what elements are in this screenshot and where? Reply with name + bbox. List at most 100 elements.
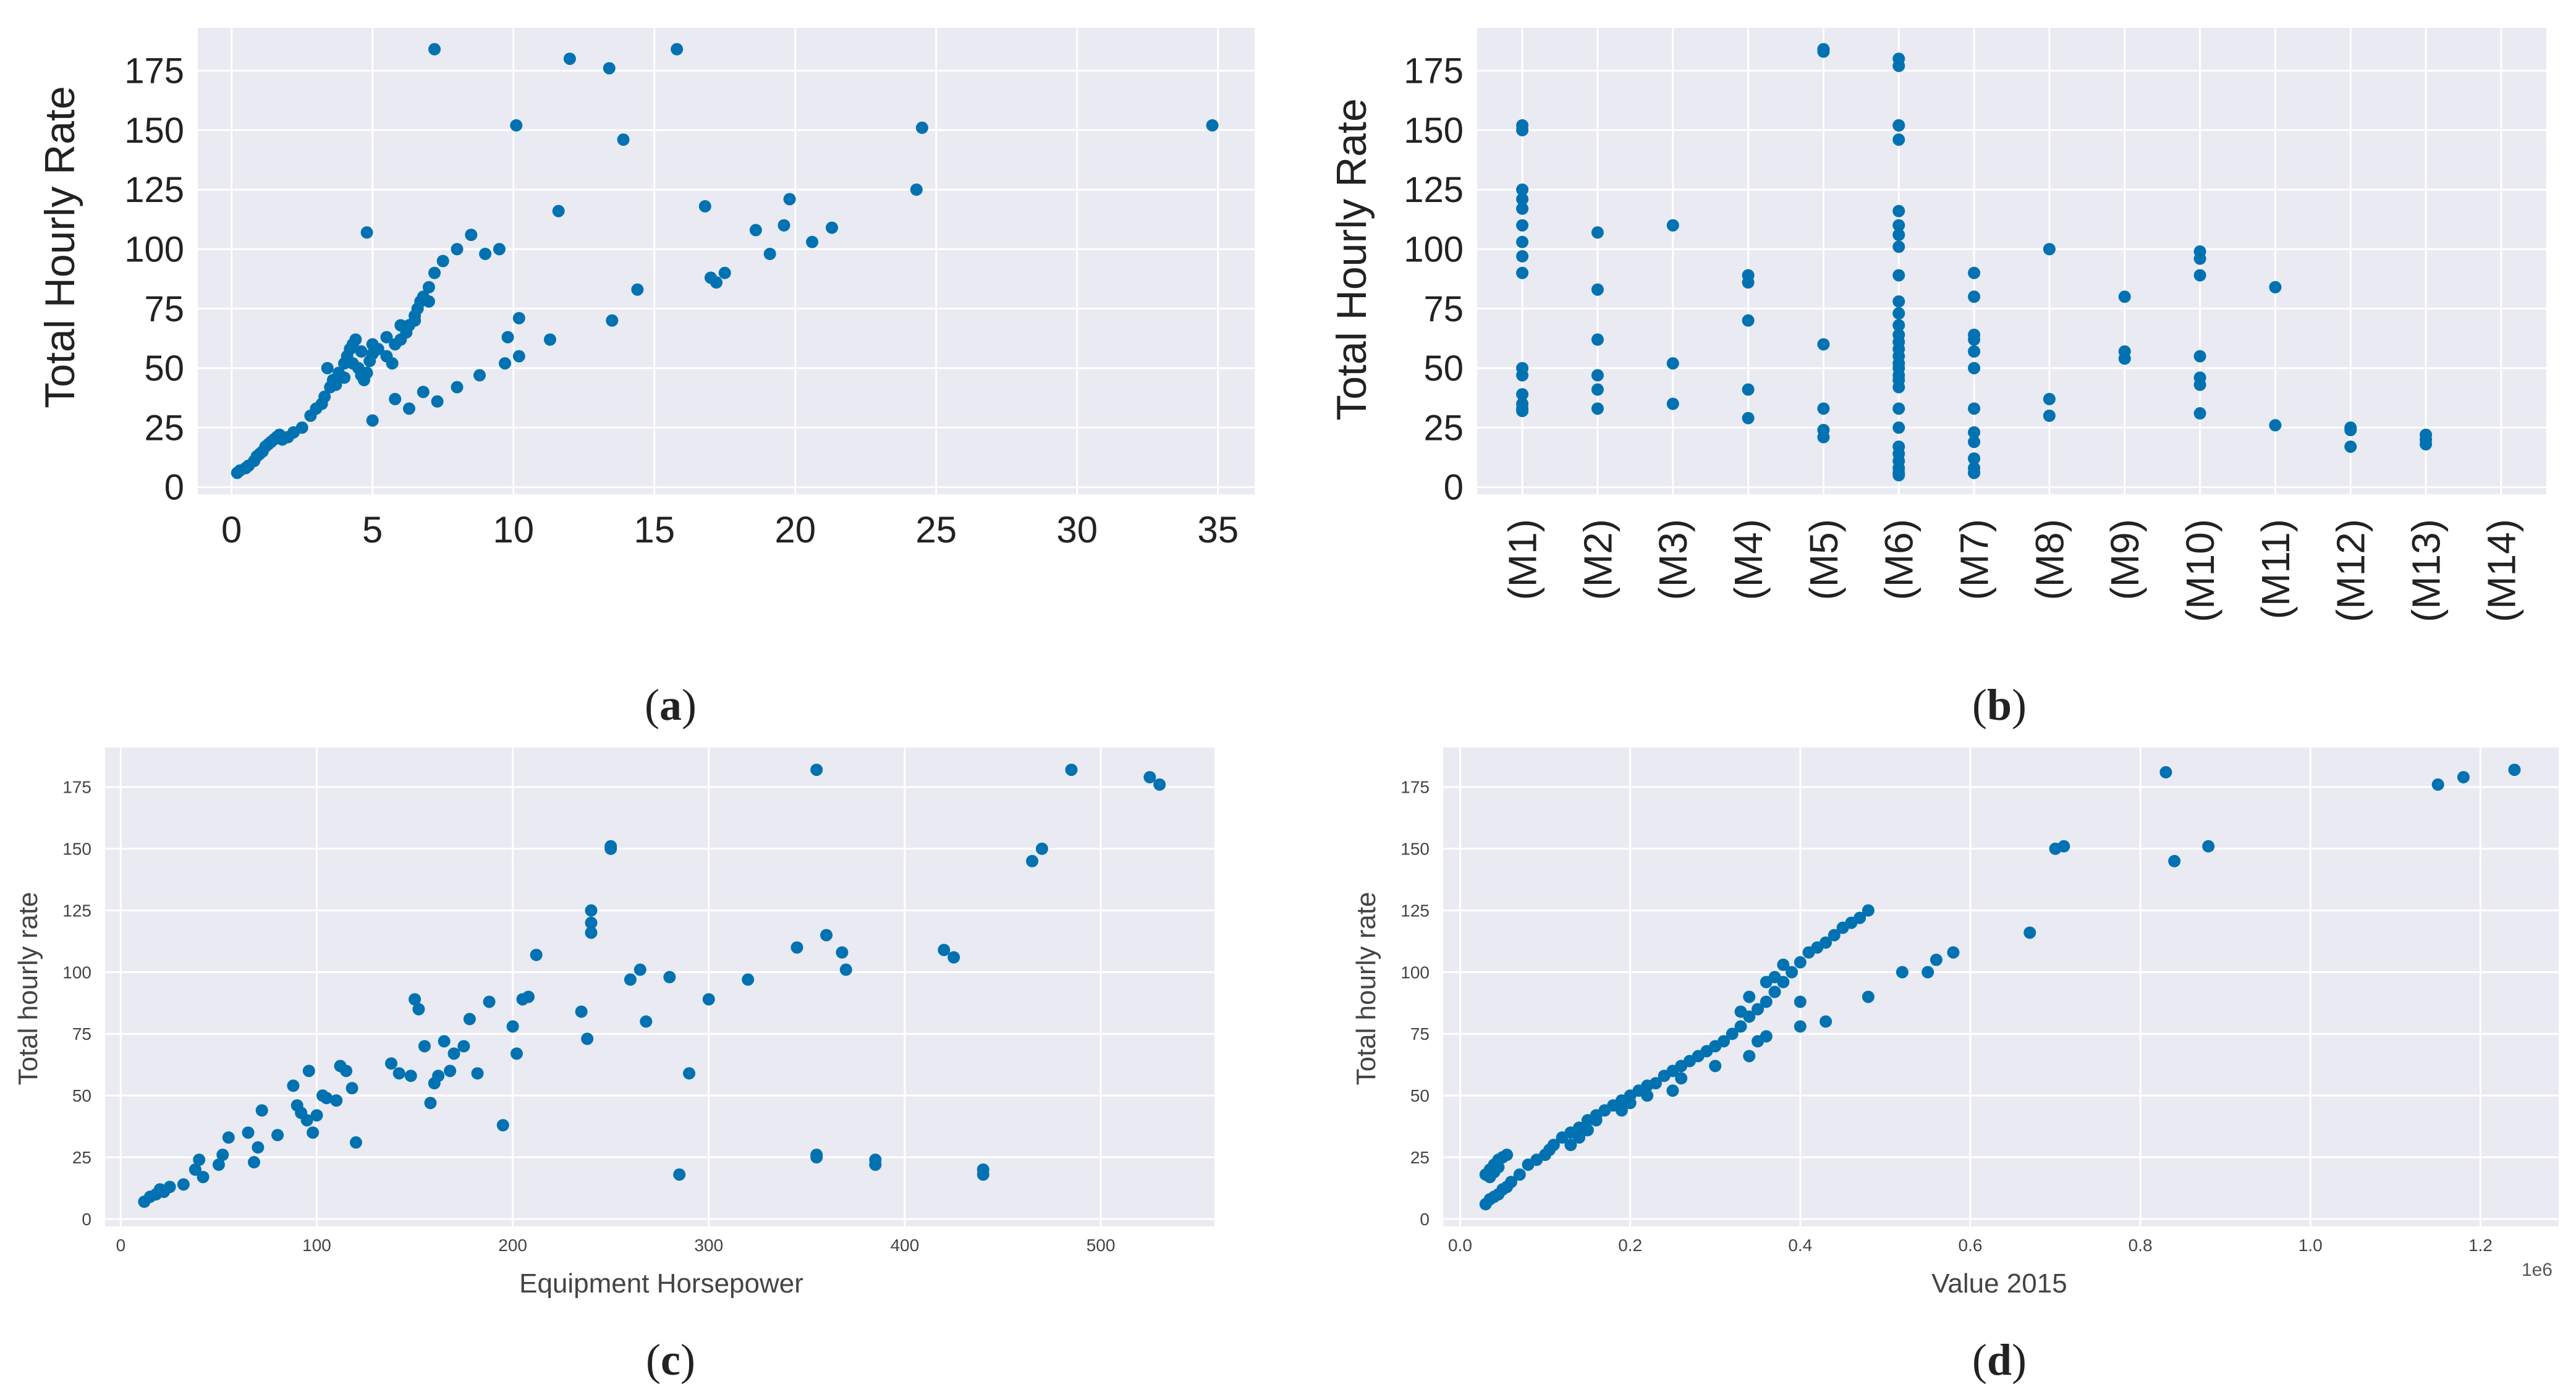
x-tick-labels-d: 0.0 0.2 0.4 0.6 0.8 1.0 1.2 — [1448, 1236, 2493, 1255]
x-tick-labels-a: 0 5 10 15 20 25 30 35 — [221, 509, 1239, 550]
data-point — [163, 1181, 176, 1194]
y-tick-label: 25 — [72, 1148, 91, 1167]
x-category-label: (M3) — [1651, 519, 1695, 601]
data-point — [1968, 290, 1981, 303]
x-category-label: (M4) — [1726, 519, 1771, 601]
x-tick-label: 15 — [633, 509, 675, 550]
data-point — [483, 995, 496, 1008]
data-point — [451, 381, 464, 394]
y-tick-label: 150 — [1400, 840, 1430, 859]
data-point — [1892, 240, 1905, 253]
data-point — [1892, 402, 1905, 415]
data-point — [1892, 307, 1905, 320]
data-point — [702, 993, 715, 1006]
data-point — [345, 1082, 358, 1095]
data-point — [349, 333, 362, 346]
data-point — [1892, 219, 1905, 232]
data-point — [1817, 45, 1830, 58]
data-point — [1065, 763, 1078, 776]
caption-open-d: ( — [1972, 1335, 1987, 1385]
data-point — [340, 1065, 353, 1077]
data-points-c — [138, 763, 1166, 1208]
data-point — [499, 357, 512, 370]
data-point — [947, 951, 960, 964]
data-point — [673, 1168, 686, 1181]
gridlines-c — [105, 748, 1214, 1226]
data-point — [563, 53, 576, 65]
x-tick-label: 500 — [1087, 1236, 1116, 1255]
data-point — [2043, 243, 2056, 256]
x-category-label: (M13) — [2404, 519, 2448, 622]
data-point — [2057, 840, 2070, 853]
data-point — [826, 221, 838, 234]
data-point — [836, 946, 849, 959]
x-tick-label: 30 — [1056, 509, 1098, 550]
data-point — [671, 43, 684, 56]
y-tick-label: 25 — [1423, 408, 1464, 448]
data-point — [1892, 319, 1905, 332]
data-point — [1777, 958, 1790, 971]
data-point — [222, 1131, 235, 1144]
data-point — [2043, 409, 2056, 422]
x-category-label: (M11) — [2253, 519, 2298, 619]
data-point — [1564, 1139, 1577, 1152]
panel-caption-c: (c) — [646, 1335, 695, 1385]
caption-letter-c: c — [661, 1335, 680, 1385]
y-tick-label: 0 — [1444, 468, 1464, 508]
caption-letter-d: d — [1987, 1335, 2012, 1385]
data-point — [1921, 966, 1934, 979]
data-point — [1892, 59, 1905, 72]
data-point — [530, 948, 543, 961]
data-point — [1862, 990, 1875, 1003]
y-tick-labels-a: 0 25 50 75 100 125 150 175 — [124, 51, 184, 508]
x-category-label: (M8) — [2027, 519, 2072, 601]
x-tick-label: 1.0 — [2298, 1236, 2323, 1255]
data-point — [1768, 971, 1781, 984]
data-point — [1896, 966, 1909, 979]
data-point — [1760, 1030, 1773, 1043]
data-point — [1930, 953, 1943, 966]
data-point — [473, 369, 486, 382]
y-tick-label: 150 — [62, 840, 91, 859]
y-axis-label-a: Total Hourly Rate — [36, 86, 83, 408]
x-tick-label: 0.4 — [1788, 1236, 1812, 1255]
data-point — [710, 276, 723, 289]
y-tick-label: 175 — [62, 778, 91, 797]
data-point — [1862, 904, 1875, 917]
x-category-label: (M10) — [2178, 519, 2222, 622]
data-point — [2193, 407, 2206, 420]
data-point — [777, 219, 790, 232]
data-point — [1516, 202, 1529, 215]
data-point — [1035, 842, 1048, 855]
y-tick-label: 125 — [62, 901, 91, 920]
x-category-label: (M1) — [1500, 519, 1544, 601]
data-point — [295, 421, 308, 434]
y-tick-labels-c: 0 25 50 75 100 125 150 175 — [62, 778, 91, 1229]
x-category-label: (M14) — [2479, 519, 2523, 622]
data-point — [2193, 269, 2206, 282]
data-point — [1718, 1035, 1731, 1048]
data-point — [552, 205, 565, 217]
data-point — [287, 1079, 300, 1092]
data-point — [318, 390, 331, 403]
x-category-label: (M6) — [1877, 519, 1921, 601]
x-category-label: (M7) — [1952, 519, 1996, 601]
x-tick-labels-c: 0 100 200 300 400 500 — [116, 1236, 1116, 1255]
y-tick-label: 100 — [1400, 963, 1430, 982]
data-point — [2344, 440, 2357, 453]
data-point — [1641, 1089, 1654, 1102]
data-point — [617, 133, 630, 146]
data-point — [1516, 266, 1529, 279]
data-point — [457, 1040, 470, 1053]
data-point — [300, 1114, 313, 1127]
data-point — [252, 1141, 265, 1154]
data-point — [321, 361, 334, 374]
x-axis-label-d: Value 2015 — [1931, 1268, 2067, 1299]
data-point — [1742, 314, 1755, 327]
data-point — [1666, 1084, 1679, 1097]
x-tick-label: 0.0 — [1448, 1236, 1472, 1255]
data-point — [1743, 1050, 1756, 1063]
plot-area-a — [198, 28, 1255, 494]
data-point — [512, 350, 525, 363]
data-point — [330, 1094, 343, 1107]
